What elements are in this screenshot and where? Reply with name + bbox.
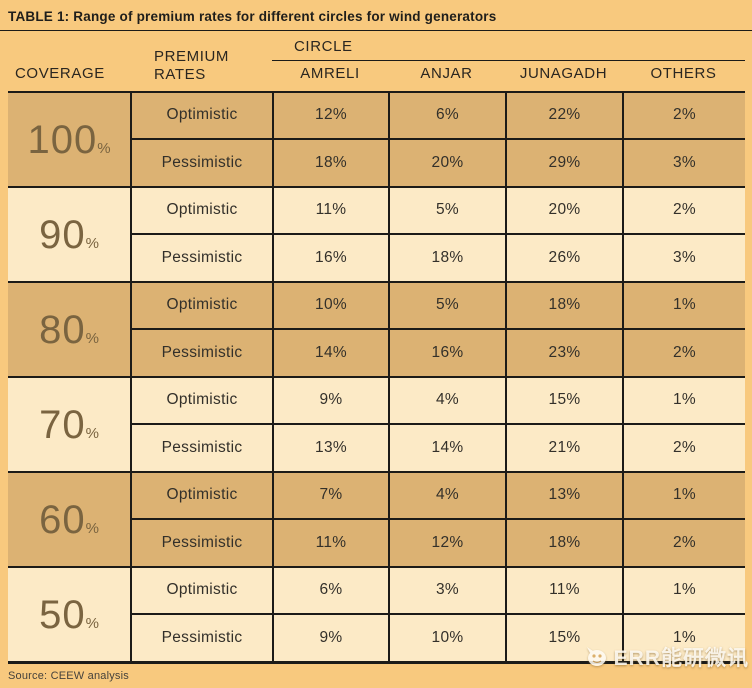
coverage-percent-sign: % xyxy=(97,140,111,157)
value-cell: 1% xyxy=(622,568,745,615)
coverage-value: 100 xyxy=(27,117,98,162)
coverage-cell: 100% xyxy=(8,93,130,186)
rate-type-cell: Pessimistic xyxy=(130,329,272,376)
col-header-coverage: COVERAGE xyxy=(15,65,105,82)
coverage-value: 70 xyxy=(39,402,86,447)
value-cell: 13% xyxy=(272,424,388,471)
coverage-band-60: 60% Optimistic 7% 4% 13% 1% Pessimistic 11% 12% 1… xyxy=(8,473,745,568)
rate-type-cell: Optimistic xyxy=(130,473,272,520)
coverage-percent-sign: % xyxy=(85,235,99,252)
value-cell: 11% xyxy=(272,519,388,566)
value-cell: 13% xyxy=(505,473,622,520)
value-cell: 9% xyxy=(272,614,388,661)
value-cell: 7% xyxy=(272,473,388,520)
value-cell: 3% xyxy=(388,568,505,615)
col-header-amreli: AMRELI xyxy=(300,65,360,82)
value-cell: 11% xyxy=(505,568,622,615)
value-cell: 15% xyxy=(505,614,622,661)
value-cell: 2% xyxy=(622,188,745,235)
value-cell: 6% xyxy=(388,93,505,140)
col-group-circle: CIRCLE AMRELI ANJAR JUNAGADH OTHERS xyxy=(272,31,745,91)
value-cell: 2% xyxy=(622,424,745,471)
value-cell: 5% xyxy=(388,283,505,330)
value-cell: 16% xyxy=(388,329,505,376)
value-cell: 18% xyxy=(505,519,622,566)
value-cell: 3% xyxy=(622,234,745,281)
col-header-premium-rates: PREMIUM RATES xyxy=(154,47,230,84)
value-cell: 9% xyxy=(272,378,388,425)
value-cell: 18% xyxy=(505,283,622,330)
coverage-value: 90 xyxy=(39,212,86,257)
coverage-band-90: 90% Optimistic 11% 5% 20% 2% Pessimistic 16% 18%… xyxy=(8,188,745,283)
value-cell: 14% xyxy=(272,329,388,376)
coverage-band-80: 80% Optimistic 10% 5% 18% 1% Pessimistic 14% 16%… xyxy=(8,283,745,378)
rate-type-cell: Pessimistic xyxy=(130,424,272,471)
circle-column-headers: AMRELI ANJAR JUNAGADH OTHERS xyxy=(272,61,745,91)
rate-type-cell: Optimistic xyxy=(130,188,272,235)
value-cell: 1% xyxy=(622,473,745,520)
value-cell: 21% xyxy=(505,424,622,471)
col-header-others: OTHERS xyxy=(650,65,717,82)
value-cell: 26% xyxy=(505,234,622,281)
value-cell: 1% xyxy=(622,283,745,330)
rate-type-cell: Optimistic xyxy=(130,568,272,615)
value-cell: 20% xyxy=(388,139,505,186)
value-cell: 3% xyxy=(622,139,745,186)
table-header: COVERAGE PREMIUM RATES CIRCLE AMRELI ANJA… xyxy=(8,31,745,93)
premium-rates-table: COVERAGE PREMIUM RATES CIRCLE AMRELI ANJA… xyxy=(8,31,745,664)
coverage-cell: 70% xyxy=(8,378,130,471)
coverage-value: 60 xyxy=(39,497,86,542)
table-title: TABLE 1: Range of premium rates for diff… xyxy=(0,0,752,31)
coverage-band-70: 70% Optimistic 9% 4% 15% 1% Pessimistic 13% 14% 2… xyxy=(8,378,745,473)
value-cell: 22% xyxy=(505,93,622,140)
rate-type-cell: Pessimistic xyxy=(130,614,272,661)
value-cell: 2% xyxy=(622,519,745,566)
value-cell: 2% xyxy=(622,93,745,140)
table-body: 100% Optimistic 12% 6% 22% 2% Pessimistic 18% 20… xyxy=(8,93,745,664)
value-cell: 12% xyxy=(272,93,388,140)
rate-type-cell: Optimistic xyxy=(130,378,272,425)
coverage-percent-sign: % xyxy=(85,425,99,442)
value-cell: 5% xyxy=(388,188,505,235)
value-cell: 20% xyxy=(505,188,622,235)
value-cell: 11% xyxy=(272,188,388,235)
value-cell: 1% xyxy=(622,378,745,425)
coverage-percent-sign: % xyxy=(85,615,99,632)
coverage-band-100: 100% Optimistic 12% 6% 22% 2% Pessimistic 18% 20… xyxy=(8,93,745,188)
value-cell: 12% xyxy=(388,519,505,566)
value-cell: 29% xyxy=(505,139,622,186)
col-header-anjar: ANJAR xyxy=(420,65,473,82)
coverage-value: 80 xyxy=(39,307,86,352)
rate-type-cell: Optimistic xyxy=(130,93,272,140)
value-cell: 14% xyxy=(388,424,505,471)
value-cell: 16% xyxy=(272,234,388,281)
circle-group-label: CIRCLE xyxy=(272,31,745,61)
coverage-percent-sign: % xyxy=(85,330,99,347)
value-cell: 15% xyxy=(505,378,622,425)
coverage-cell: 60% xyxy=(8,473,130,566)
source-note: Source: CEEW analysis xyxy=(8,670,129,682)
value-cell: 6% xyxy=(272,568,388,615)
value-cell: 4% xyxy=(388,378,505,425)
rate-type-cell: Optimistic xyxy=(130,283,272,330)
col-header-junagadh: JUNAGADH xyxy=(519,65,608,82)
value-cell: 1% xyxy=(622,614,745,661)
value-cell: 23% xyxy=(505,329,622,376)
value-cell: 18% xyxy=(272,139,388,186)
value-cell: 18% xyxy=(388,234,505,281)
coverage-cell: 50% xyxy=(8,568,130,661)
value-cell: 10% xyxy=(388,614,505,661)
coverage-cell: 90% xyxy=(8,188,130,281)
rate-type-cell: Pessimistic xyxy=(130,139,272,186)
rate-type-cell: Pessimistic xyxy=(130,234,272,281)
coverage-cell: 80% xyxy=(8,283,130,376)
coverage-band-50: 50% Optimistic 6% 3% 11% 1% Pessimistic 9% 10% 15… xyxy=(8,568,745,664)
coverage-value: 50 xyxy=(39,592,86,637)
rate-type-cell: Pessimistic xyxy=(130,519,272,566)
value-cell: 2% xyxy=(622,329,745,376)
value-cell: 10% xyxy=(272,283,388,330)
coverage-percent-sign: % xyxy=(85,520,99,537)
value-cell: 4% xyxy=(388,473,505,520)
